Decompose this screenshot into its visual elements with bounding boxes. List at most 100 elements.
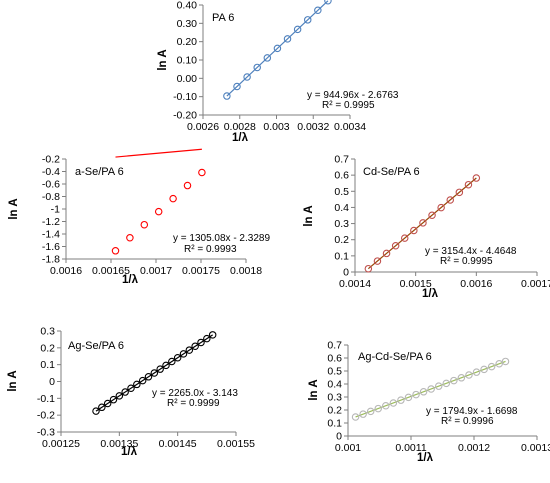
panel-title: a-Se/PA 6 — [75, 166, 124, 178]
trendline — [115, 148, 202, 158]
y-tick-label: 0 — [49, 376, 55, 388]
trendline-r-squared: R² = 0.9993 — [184, 244, 237, 255]
data-point — [457, 374, 466, 382]
y-tick-label: 0.1 — [327, 418, 342, 430]
data-point — [419, 388, 428, 396]
y-tick-label: 0.3 — [334, 218, 349, 230]
data-point — [437, 203, 445, 212]
data-point — [140, 220, 149, 229]
y-tick-label: -0.2 — [37, 410, 55, 422]
y-tick-label: 0.5 — [334, 186, 349, 198]
chart-panel-4: -0.3 -0.2 -0.1 0 0.1 0.2 0.3 0.00125 0.00135 0.00… — [7, 326, 255, 459]
data-point — [191, 342, 199, 351]
data-point — [253, 63, 261, 72]
y-tick-label: 0.20 — [177, 36, 198, 48]
data-point — [382, 249, 391, 258]
data-point — [450, 376, 458, 385]
data-point — [364, 264, 373, 273]
data-point — [162, 361, 170, 370]
data-point — [98, 403, 106, 412]
x-tick-label: 0.00165 — [92, 265, 130, 277]
y-tick-label: 0.40 — [177, 0, 198, 12]
data-point — [138, 376, 147, 385]
y-tick-label: 0.3 — [40, 326, 55, 338]
data-point — [183, 181, 192, 190]
data-point — [434, 382, 443, 390]
x-tick-label: 0.00175 — [182, 265, 220, 277]
panel-title: PA 6 — [212, 12, 234, 24]
y-tick-label: 0.30 — [177, 18, 198, 30]
y-tick-label: -0.2 — [42, 154, 60, 166]
y-tick-label: 0.6 — [334, 170, 349, 182]
data-point — [324, 0, 332, 5]
x-tick-label: 0.00145 — [159, 438, 197, 450]
x-tick-label: 0.00155 — [217, 438, 255, 450]
x-tick-label: 0.0028 — [224, 121, 256, 133]
data-point — [404, 393, 413, 402]
data-point — [427, 385, 435, 393]
data-point — [127, 384, 135, 392]
y-tick-label: -1.8 — [42, 254, 60, 266]
x-tick-label: 0.0026 — [187, 121, 219, 133]
chart-panel-3: 0 0.1 0.2 0.3 0.4 0.5 0.6 0.7 0.0014 0.0015 0.0016… — [303, 154, 550, 301]
data-point — [495, 360, 503, 368]
x-tick-label: 0.0017 — [140, 265, 172, 277]
data-point — [243, 73, 251, 81]
data-point — [487, 362, 496, 371]
data-point — [412, 390, 420, 399]
data-point — [109, 395, 118, 404]
data-point — [273, 44, 282, 53]
data-point — [223, 92, 231, 100]
data-point — [203, 334, 211, 343]
y-axis-title: ln A — [303, 205, 315, 226]
data-point — [382, 402, 390, 410]
trendline-equation: y = 1794.9x - 1.6698 — [426, 406, 518, 417]
data-point — [293, 25, 302, 34]
trendline-equation: y = 3154.4x - 4.4648 — [425, 246, 517, 257]
data-point — [419, 219, 427, 227]
trendline-r-squared: R² = 0.9996 — [441, 416, 494, 427]
data-point — [303, 16, 312, 24]
trendline-r-squared: R² = 0.9995 — [440, 256, 493, 267]
data-point — [366, 407, 375, 416]
x-tick-label: 0.0015 — [400, 278, 432, 290]
data-point — [263, 54, 272, 62]
y-axis-title: ln A — [157, 49, 169, 70]
data-point — [92, 407, 100, 415]
data-point — [465, 371, 473, 379]
data-point — [410, 226, 418, 235]
data-point — [446, 196, 454, 204]
y-tick-label: -0.6 — [42, 179, 60, 191]
trendline-equation: y = 944.96x - 2.6763 — [307, 90, 399, 101]
data-point — [169, 194, 177, 203]
trendline — [367, 177, 477, 270]
y-tick-label: 0.3 — [327, 392, 342, 404]
data-point — [233, 82, 241, 91]
data-point — [133, 380, 141, 389]
trendline-equation: y = 1305.08x - 2.3289 — [173, 233, 270, 244]
data-point — [397, 396, 405, 404]
data-point — [374, 404, 382, 413]
data-point — [111, 247, 120, 255]
y-tick-label: 0.5 — [327, 366, 342, 378]
y-tick-label: -1.2 — [42, 216, 60, 228]
data-point — [103, 399, 112, 408]
x-tick-label: 0.0016 — [460, 278, 492, 290]
y-tick-label: -0.4 — [42, 166, 60, 178]
chart-panel-2: -1.8-1.6-1.4-1.2-1-0.8-0.6-0.4-0.2 0.0016… — [8, 148, 270, 286]
y-tick-label: 0 — [343, 267, 349, 279]
x-tick-label: 0.0034 — [334, 121, 366, 133]
data-point — [455, 188, 464, 197]
trendline-r-squared: R² = 0.9999 — [167, 398, 220, 409]
y-tick-label: 0 — [336, 431, 342, 443]
trendline-equation: y = 2265.0x - 3.143 — [152, 388, 238, 399]
data-point — [391, 242, 400, 250]
data-point — [351, 413, 360, 421]
data-point — [428, 211, 436, 219]
x-tick-label: 0.0014 — [339, 278, 371, 290]
data-point — [442, 379, 451, 388]
x-axis-title: 1/λ — [121, 446, 138, 458]
data-point — [168, 357, 176, 366]
data-point — [464, 180, 473, 189]
trendline — [226, 0, 329, 97]
